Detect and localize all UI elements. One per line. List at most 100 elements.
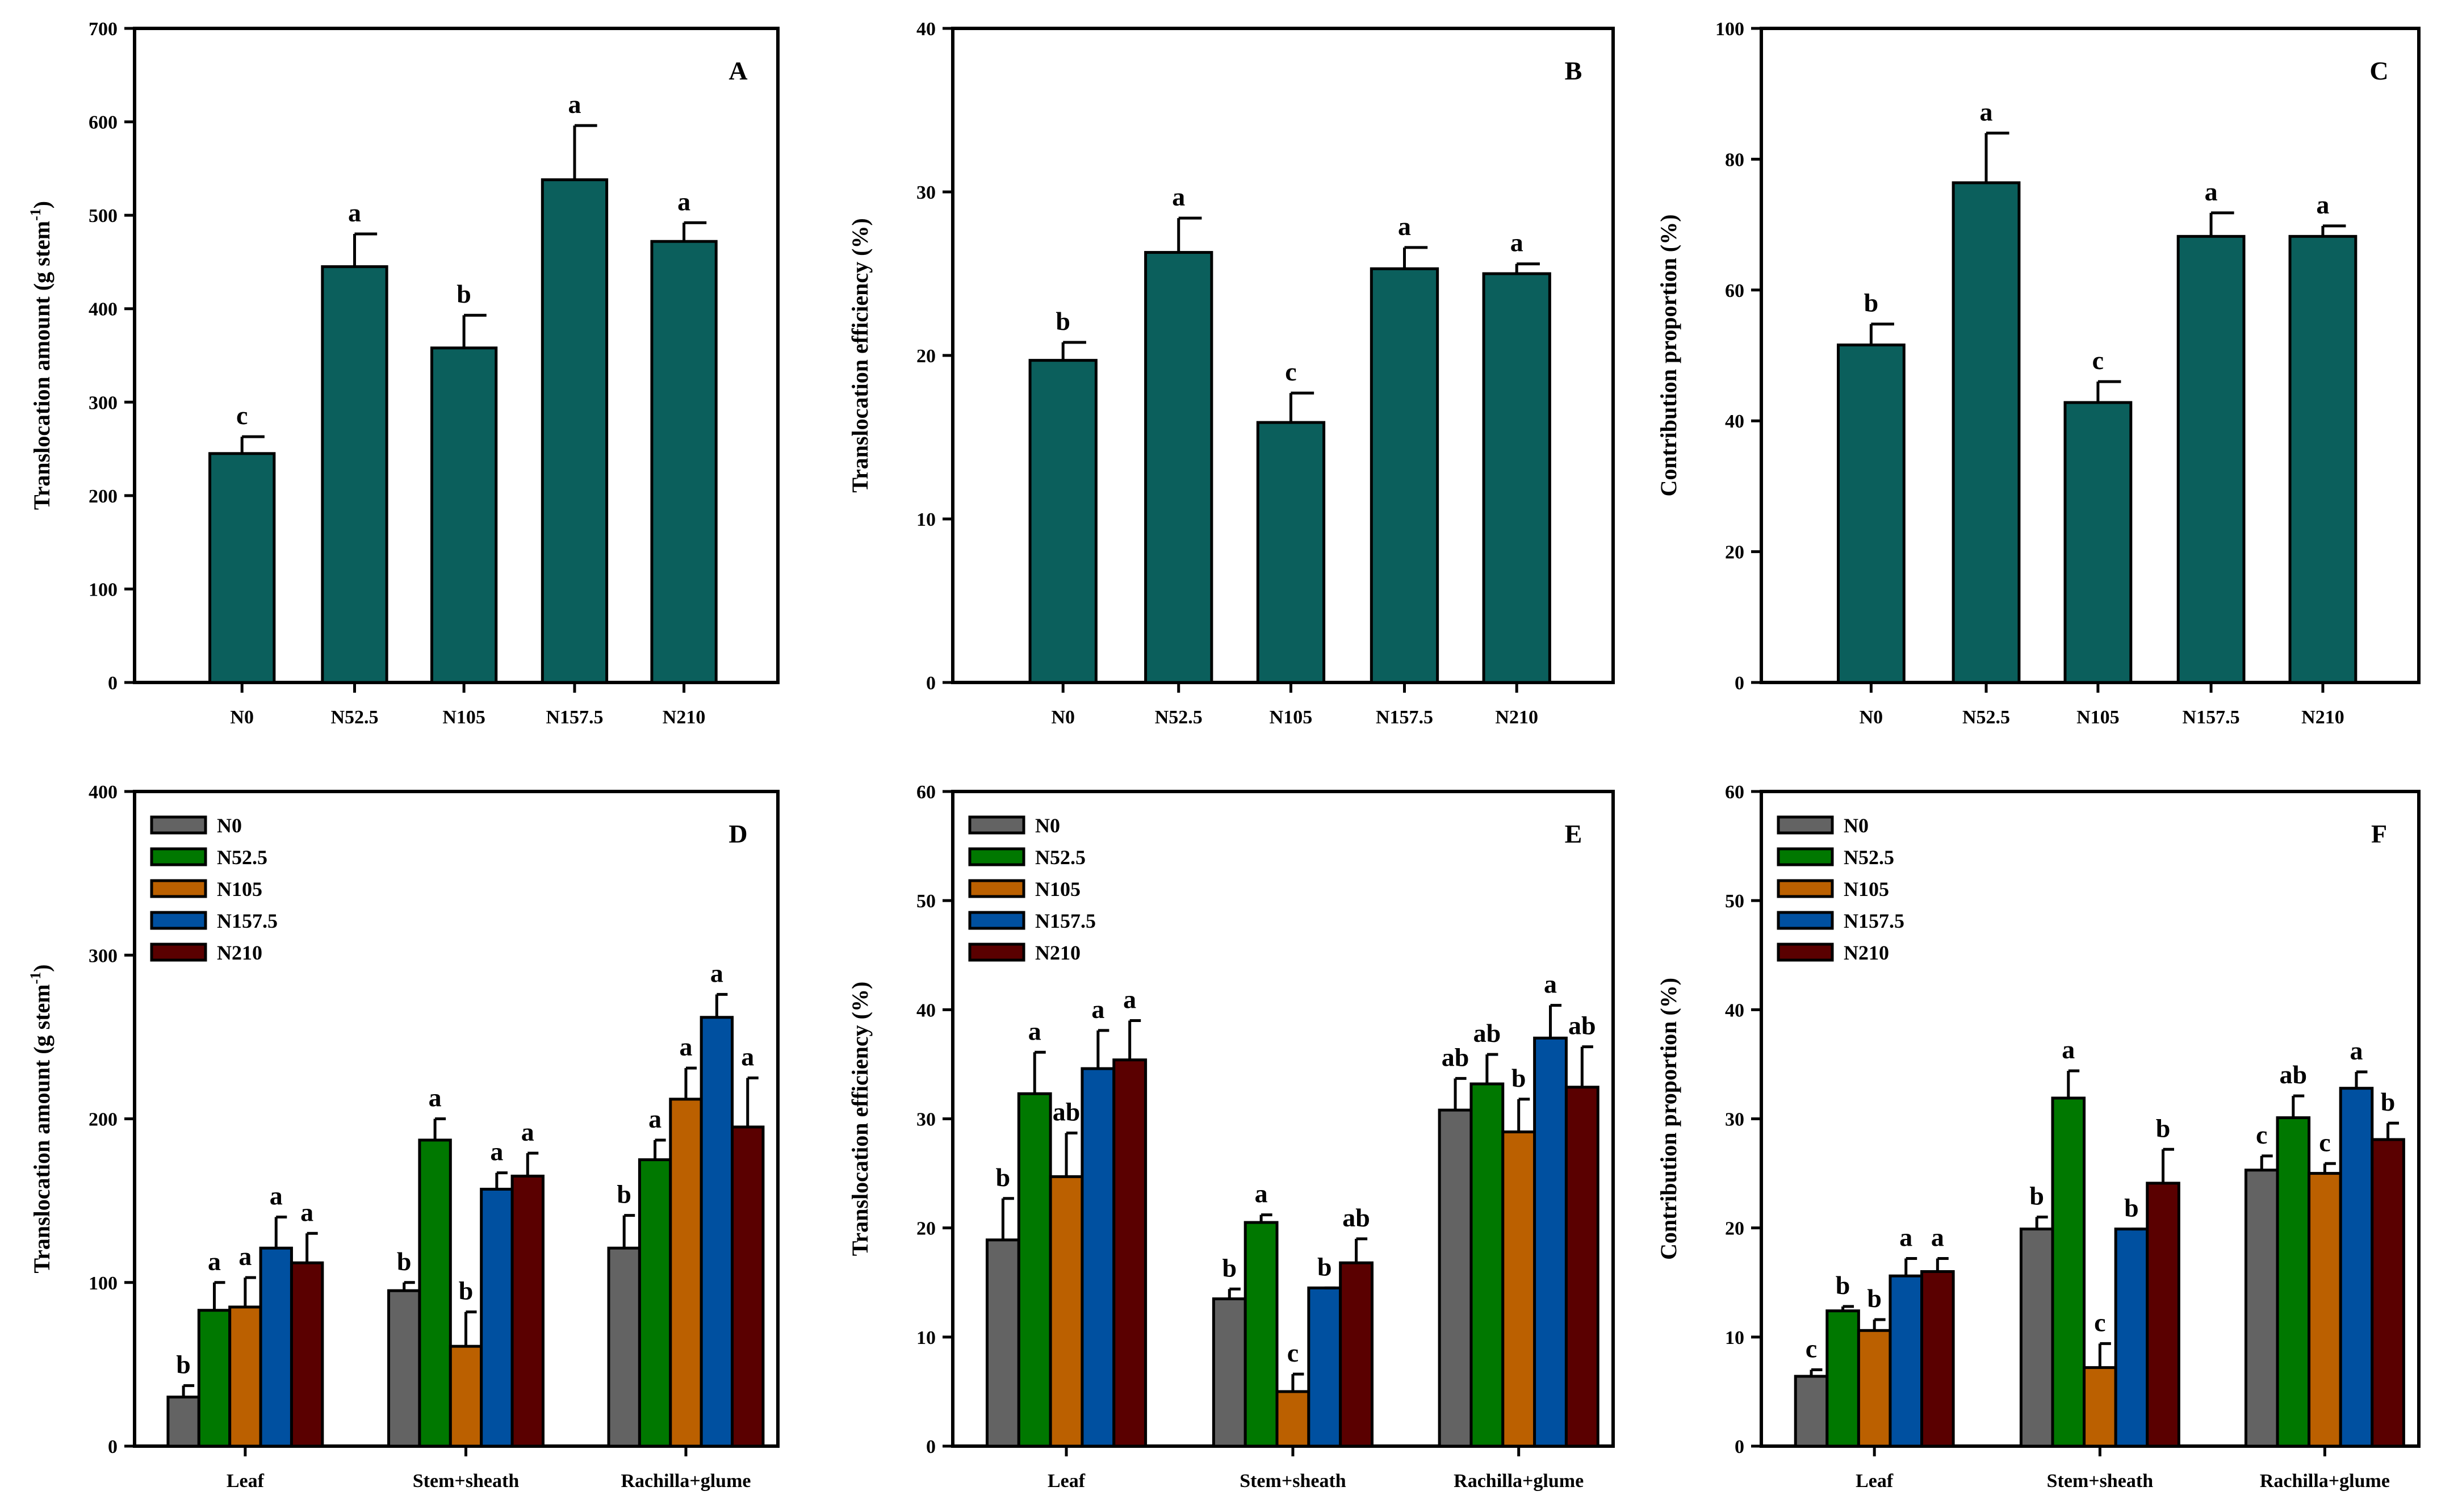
y-tick-label: 60 <box>916 782 936 803</box>
y-tick-label: 30 <box>916 182 936 203</box>
bar <box>2371 1138 2405 1448</box>
y-tick-label: 10 <box>916 509 936 530</box>
significance-letter: a <box>2316 190 2329 219</box>
legend: N0 N52.5 N105 N157.5 N210 <box>968 814 1096 964</box>
bar <box>1952 181 2021 684</box>
x-tick-label: N52.5 <box>1155 707 1203 728</box>
significance-letter: a <box>238 1242 252 1271</box>
bar <box>1144 251 1213 684</box>
bar <box>1112 1058 1148 1448</box>
significance-letter: a <box>1255 1179 1268 1208</box>
significance-letter: b <box>996 1163 1011 1192</box>
y-axis-label-superscript: -1 <box>27 972 44 985</box>
bar <box>1857 1329 1892 1448</box>
significance-letter: a <box>2350 1036 2363 1065</box>
bar <box>2083 1366 2117 1448</box>
bar <box>387 1289 421 1448</box>
x-tick-label: N157.5 <box>1376 707 1433 728</box>
significance-letter: c <box>2256 1120 2267 1149</box>
bar <box>1049 1175 1084 1448</box>
bar <box>1339 1261 1374 1448</box>
bar <box>2339 1087 2374 1448</box>
y-tick-label: 40 <box>916 19 936 40</box>
x-tick-label: N0 <box>1051 707 1075 728</box>
significance-letter: a <box>1931 1222 1944 1251</box>
y-tick-label: 20 <box>916 1218 936 1239</box>
significance-letter: a <box>741 1042 754 1071</box>
y-axis-label: Translocation efficiency (%) <box>847 218 873 493</box>
panel-b: B 0 10 20 30 40 Translocation efficiency (%) b N… <box>847 19 1615 728</box>
y-tick-label: 40 <box>1725 411 1744 432</box>
panel-e: E 0 10 20 30 40 50 60 Translocation efficiency (… <box>847 782 1615 1492</box>
bar <box>1794 1375 1829 1448</box>
y-axis-label-superscript: -1 <box>27 208 44 221</box>
legend-swatch <box>150 943 207 962</box>
y-tick-label: 20 <box>1725 542 1744 563</box>
y-tick-label: 600 <box>89 112 118 133</box>
y-axis-label-text: Contribution proportion (%) <box>1656 978 1681 1260</box>
significance-letter: b <box>617 1180 631 1209</box>
legend-swatch <box>1777 879 1834 898</box>
bar <box>1370 267 1439 684</box>
legend-label: N210 <box>1844 941 1889 964</box>
significance-letter: a <box>677 187 690 216</box>
panel-label: E <box>1565 819 1582 848</box>
x-tick-label: N157.5 <box>546 707 603 728</box>
panel-label: D <box>728 819 747 848</box>
y-axis-label-text: Translocation efficiency (%) <box>847 982 873 1256</box>
bar <box>259 1246 293 1448</box>
x-tick-label: N210 <box>2301 707 2344 728</box>
significance-letter: a <box>1172 182 1185 211</box>
bar <box>1501 1130 1536 1448</box>
bar <box>1256 421 1326 684</box>
y-tick-label: 60 <box>1725 782 1744 803</box>
x-tick-label: N0 <box>230 707 254 728</box>
significance-letter: a <box>270 1181 283 1210</box>
bar <box>1889 1274 1924 1448</box>
significance-letter: b <box>1836 1271 1850 1300</box>
panel-label: F <box>2371 819 2387 848</box>
bar <box>430 346 498 684</box>
significance-letter: b <box>2381 1087 2396 1116</box>
significance-letter: b <box>1317 1252 1332 1281</box>
significance-letter: a <box>429 1083 442 1112</box>
legend-swatch <box>1777 943 1834 962</box>
x-tick-label: Stem+sheath <box>2047 1471 2154 1492</box>
significance-letter: ab <box>1442 1042 1469 1071</box>
legend: N0 N52.5 N105 N157.5 N210 <box>1777 814 1904 964</box>
significance-letter: ab <box>2280 1060 2308 1089</box>
significance-letter: a <box>521 1117 534 1146</box>
significance-letter: b <box>1864 288 1879 317</box>
bar <box>1438 1108 1473 1448</box>
legend-label: N105 <box>1844 878 1889 901</box>
significance-letter: a <box>208 1247 221 1276</box>
x-tick-label: N52.5 <box>1962 707 2010 728</box>
bar <box>1275 1390 1310 1448</box>
panel-label: A <box>728 56 747 85</box>
legend-swatch <box>150 847 207 866</box>
y-axis-label: Translocation amount (g stem-1) <box>27 201 55 510</box>
x-tick-label: Rachilla+glume <box>1454 1471 1584 1492</box>
x-tick-label: N0 <box>1860 707 1883 728</box>
significance-letter: ab <box>1473 1019 1501 1048</box>
legend-label: N105 <box>1035 878 1081 901</box>
bar <box>1825 1309 1860 1448</box>
y-tick-label: 400 <box>89 782 118 803</box>
legend-swatch <box>1777 815 1834 835</box>
bar <box>1212 1297 1247 1448</box>
significance-letter: ab <box>1053 1097 1081 1126</box>
legend-swatch <box>1777 911 1834 930</box>
y-axis-label: Translocation efficiency (%) <box>847 982 873 1256</box>
significance-letter: a <box>1028 1016 1041 1045</box>
y-tick-label: 80 <box>1725 149 1744 170</box>
significance-letter: c <box>2319 1128 2330 1157</box>
y-axis-label: Contribution proportion (%) <box>1656 214 1681 496</box>
bar <box>1243 1221 1279 1448</box>
y-axis-label-close: ) <box>29 964 55 971</box>
significance-letter: a <box>1510 228 1523 257</box>
y-tick-label: 100 <box>1715 19 1744 40</box>
legend-label: N52.5 <box>1035 846 1086 869</box>
legend-label: N157.5 <box>1035 910 1096 932</box>
y-tick-label: 0 <box>108 673 118 694</box>
y-axis-label-text: Translocation amount (g stem <box>29 221 55 510</box>
